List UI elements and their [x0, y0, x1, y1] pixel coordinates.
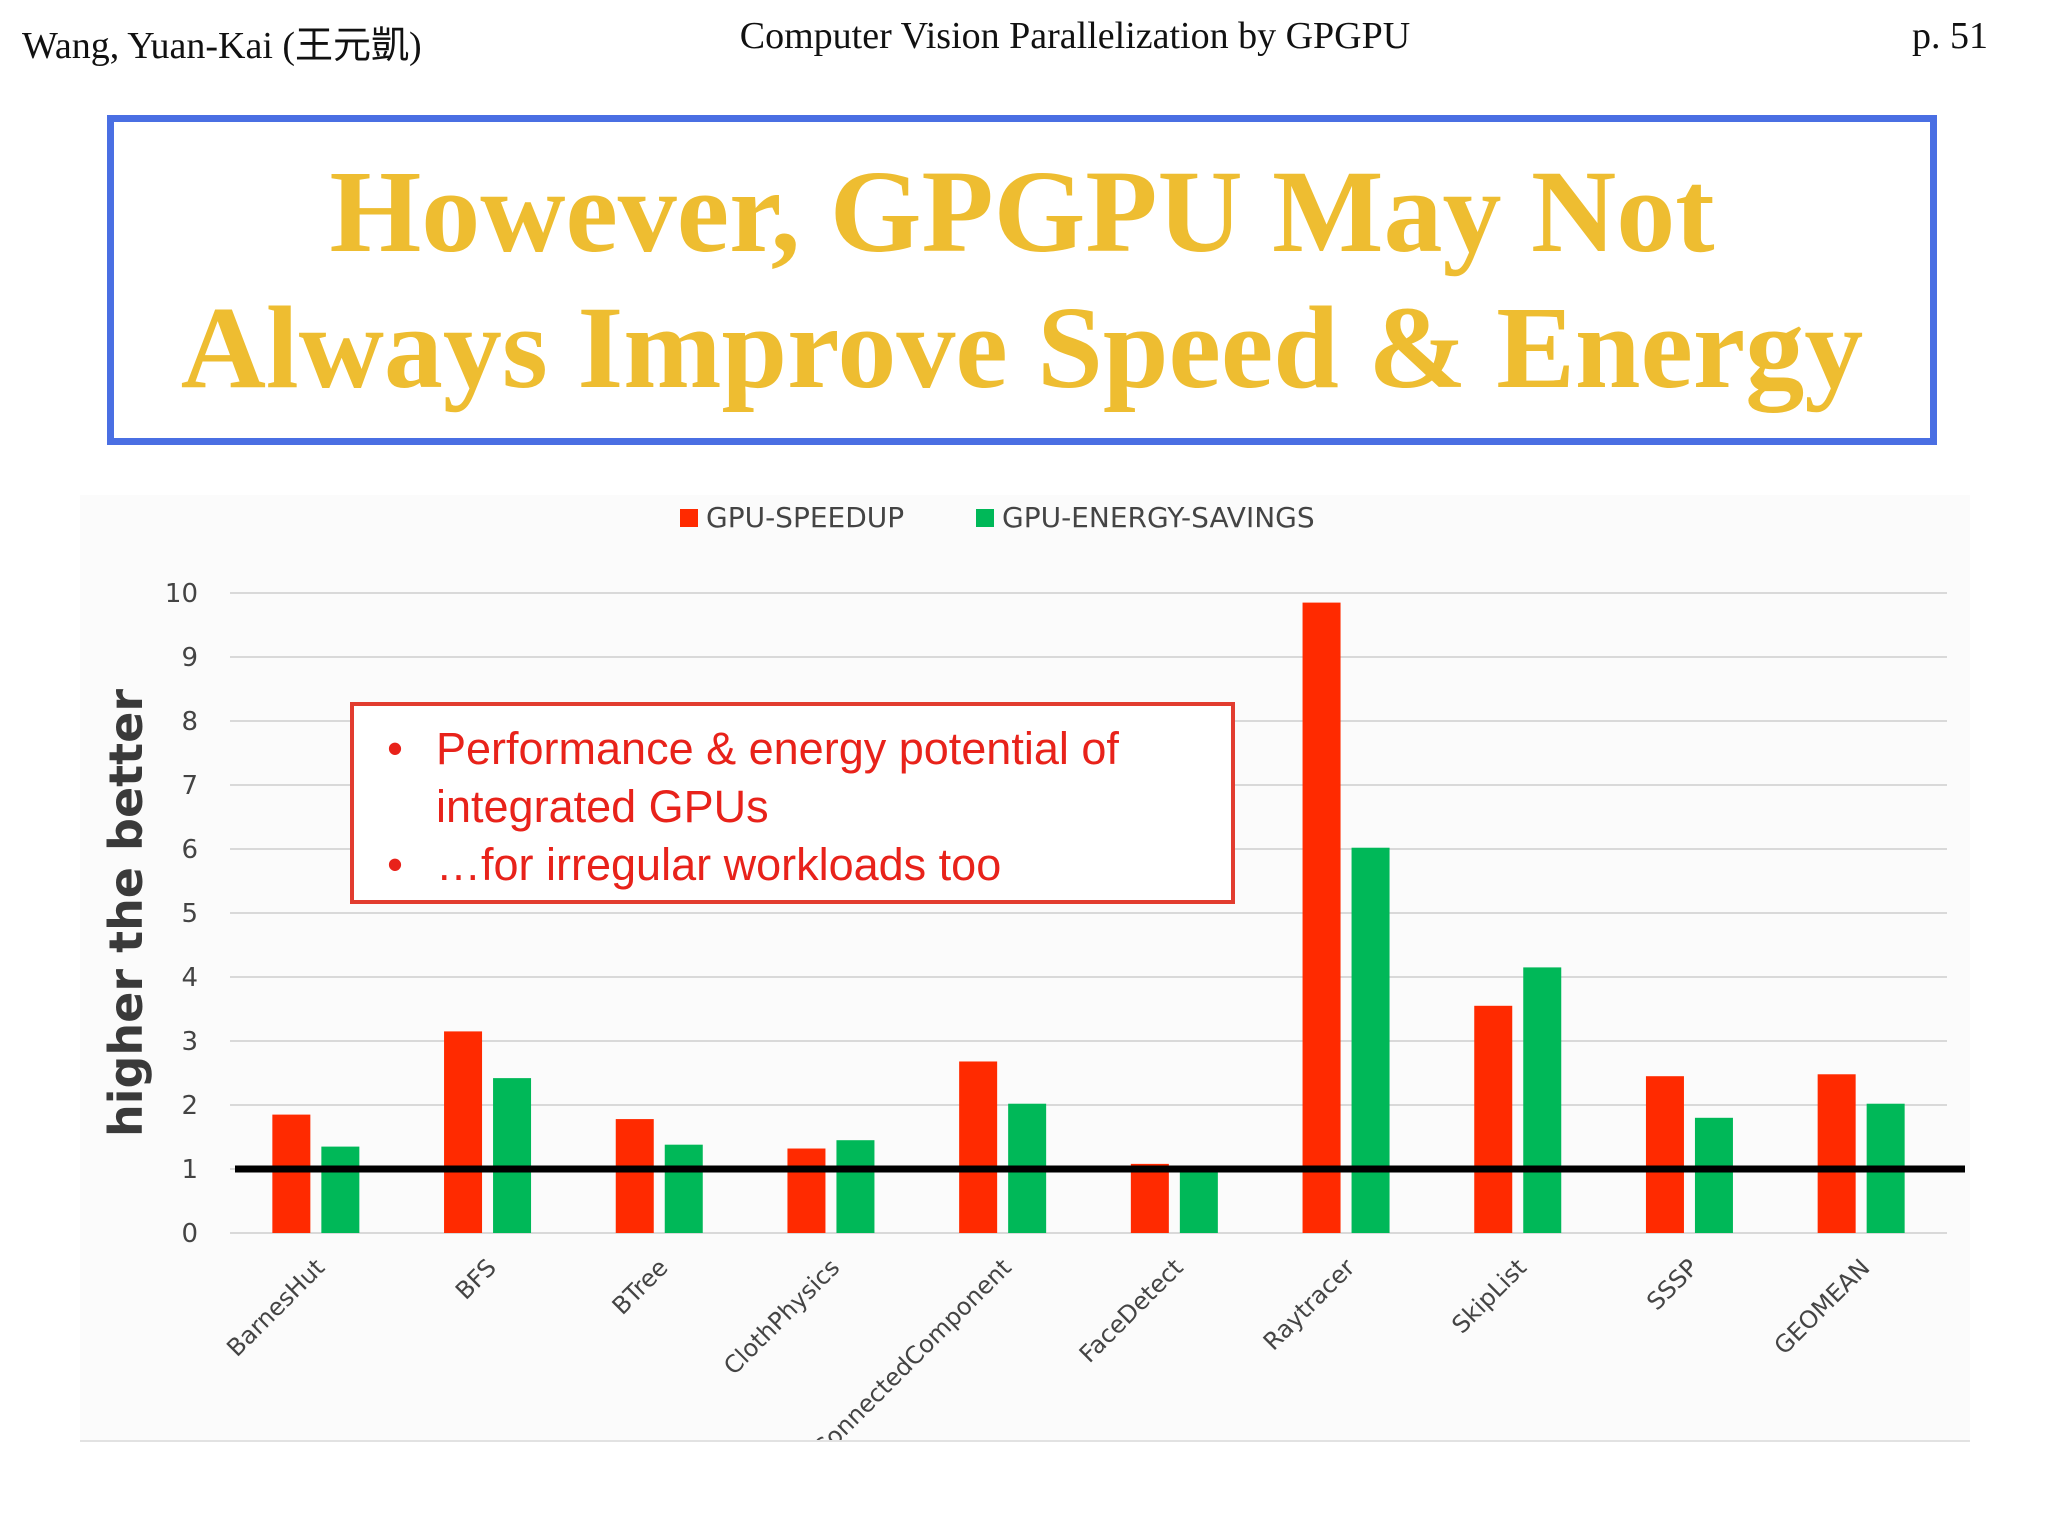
x-tick-label: BarnesHut	[221, 1253, 330, 1362]
y-tick-label: 8	[181, 707, 198, 737]
x-tick-label: ClothPhysics	[718, 1253, 845, 1380]
bar-energy-savings	[1694, 1117, 1733, 1233]
y-tick-label: 2	[181, 1091, 198, 1121]
y-tick-label: 9	[181, 643, 198, 673]
chart-panel: 0 1 2 3 4 5 6 7 8 9 10 higher the better BarnesHut BF…	[80, 495, 1970, 1442]
page-number: p. 51	[1912, 15, 1988, 57]
bar-speedup	[615, 1119, 654, 1233]
bar-energy-savings	[664, 1144, 703, 1233]
bar-energy-savings	[321, 1146, 360, 1233]
bar-speedup	[1817, 1074, 1856, 1233]
y-tick-label: 1	[181, 1155, 198, 1185]
x-tick-label: BTree	[607, 1253, 674, 1320]
bar-speedup	[444, 1031, 483, 1233]
bar-energy-savings	[1179, 1172, 1218, 1233]
annotation-box: • Performance & energy potential of inte…	[350, 702, 1235, 904]
bar-energy-savings	[1523, 967, 1562, 1233]
annotation-item-2: • …for irregular workloads too	[354, 836, 1231, 894]
legend-swatch	[976, 509, 994, 527]
bar-speedup	[1302, 602, 1341, 1233]
x-tick-label: SkipList	[1446, 1253, 1532, 1339]
bar-speedup	[787, 1148, 826, 1233]
x-tick-label: FaceDetect	[1074, 1253, 1189, 1368]
bar-energy-savings	[1351, 847, 1390, 1233]
annotation-item-1: • Performance & energy potential of	[354, 720, 1231, 778]
annotation-text-1a: Performance & energy potential of	[436, 723, 1119, 774]
x-tick-label: BFS	[450, 1253, 502, 1305]
bar-speedup	[1645, 1076, 1684, 1233]
slide-title-box: However, GPGPU May Not Always Improve Sp…	[107, 115, 1937, 445]
course-title-header: Computer Vision Parallelization by GPGPU	[739, 15, 1411, 57]
legend-swatch	[680, 509, 698, 527]
author-header: Wang, Yuan-Kai (王元凱)	[22, 25, 422, 67]
annotation-text-1b: integrated GPUs	[436, 781, 769, 832]
y-tick-label: 10	[165, 579, 198, 609]
bar-speedup	[959, 1061, 998, 1233]
bar-energy-savings	[493, 1078, 532, 1233]
bar-energy-savings	[836, 1140, 875, 1233]
y-tick-label: 5	[181, 899, 198, 929]
bar-speedup	[1474, 1005, 1513, 1233]
slide-title-line-1: However, GPGPU May Not	[329, 146, 1715, 277]
annotation-text-2: …for irregular workloads too	[436, 839, 1002, 890]
y-tick-label: 0	[181, 1219, 198, 1249]
y-tick-label: 4	[181, 963, 198, 993]
bullet-icon: •	[387, 723, 403, 774]
y-tick-label: 6	[181, 835, 198, 865]
x-tick-label: GEOMEAN	[1769, 1253, 1876, 1360]
x-tick-label: SSSP	[1641, 1253, 1703, 1315]
bar-speedup	[1130, 1163, 1169, 1233]
x-tick-label: Raytracer	[1258, 1253, 1361, 1356]
bar-speedup	[272, 1114, 311, 1233]
legend-label: GPU-ENERGY-SAVINGS	[1002, 501, 1315, 534]
slide-title-line-2: Always Improve Speed & Energy	[180, 282, 1864, 413]
y-axis-label: higher the better	[99, 689, 153, 1137]
legend-label: GPU-SPEEDUP	[706, 501, 904, 534]
y-tick-label: 7	[181, 771, 198, 801]
x-tick-label: ConnectedComponent	[807, 1253, 1017, 1440]
y-tick-label: 3	[181, 1027, 198, 1057]
bullet-icon: •	[387, 839, 403, 890]
bar-chart: 0 1 2 3 4 5 6 7 8 9 10 higher the better BarnesHut BF…	[99, 501, 1965, 1440]
